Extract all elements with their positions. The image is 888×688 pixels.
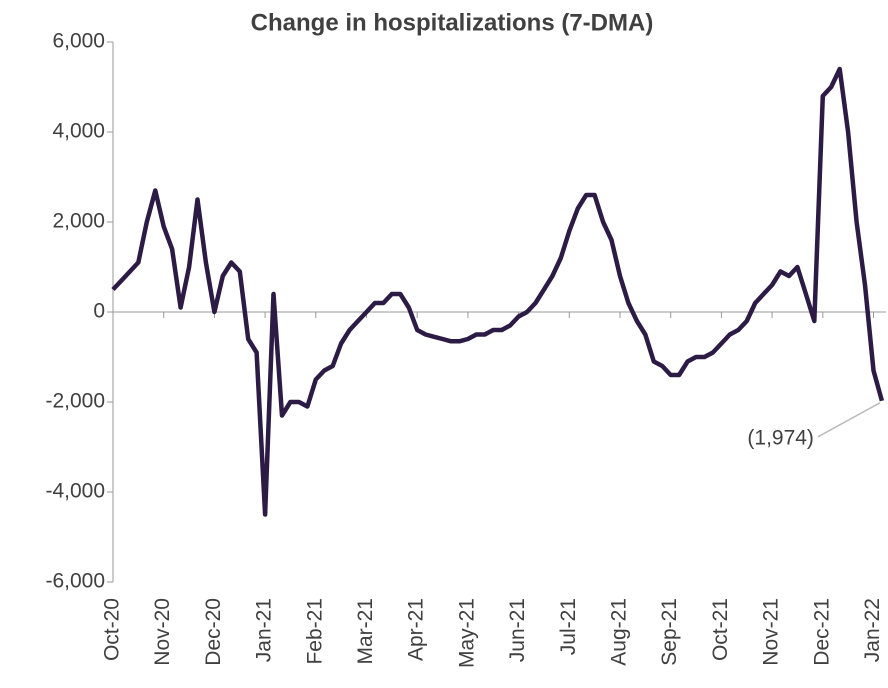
x-tick-label: Oct-21: [709, 598, 732, 661]
x-tick-label: Apr-21: [405, 598, 428, 661]
x-tick-label: Jun-21: [506, 598, 529, 662]
y-tick-label: 0: [93, 300, 105, 323]
x-tick-label: Mar-21: [354, 598, 377, 665]
y-tick-label: -6,000: [45, 570, 105, 593]
x-tick-label: Oct-20: [101, 598, 124, 661]
x-tick-label: Jan-21: [253, 598, 276, 662]
y-tick-label: 2,000: [52, 210, 105, 233]
x-tick-label: Jul-21: [557, 598, 580, 655]
x-tick-label: Sep-21: [658, 598, 681, 666]
x-tick-label: Jan-22: [861, 598, 884, 662]
chart-title: Change in hospitalizations (7-DMA): [251, 9, 654, 36]
x-tick-label: Feb-21: [303, 598, 326, 665]
x-tick-label: May-21: [455, 598, 478, 668]
x-tick-label: Nov-20: [151, 598, 174, 666]
x-tick-label: Dec-20: [202, 598, 225, 666]
data-label: (1,974): [747, 426, 814, 449]
y-tick-label: 4,000: [52, 120, 105, 143]
y-tick-label: -4,000: [45, 480, 105, 503]
x-tick-label: Dec-21: [810, 598, 833, 666]
x-tick-label: Nov-21: [760, 598, 783, 666]
y-tick-label: 6,000: [52, 30, 105, 53]
line-series: [111, 66, 885, 517]
y-tick-label: -2,000: [45, 390, 105, 413]
annotation-leader: [817, 402, 881, 438]
x-tick-label: Aug-21: [608, 598, 631, 666]
